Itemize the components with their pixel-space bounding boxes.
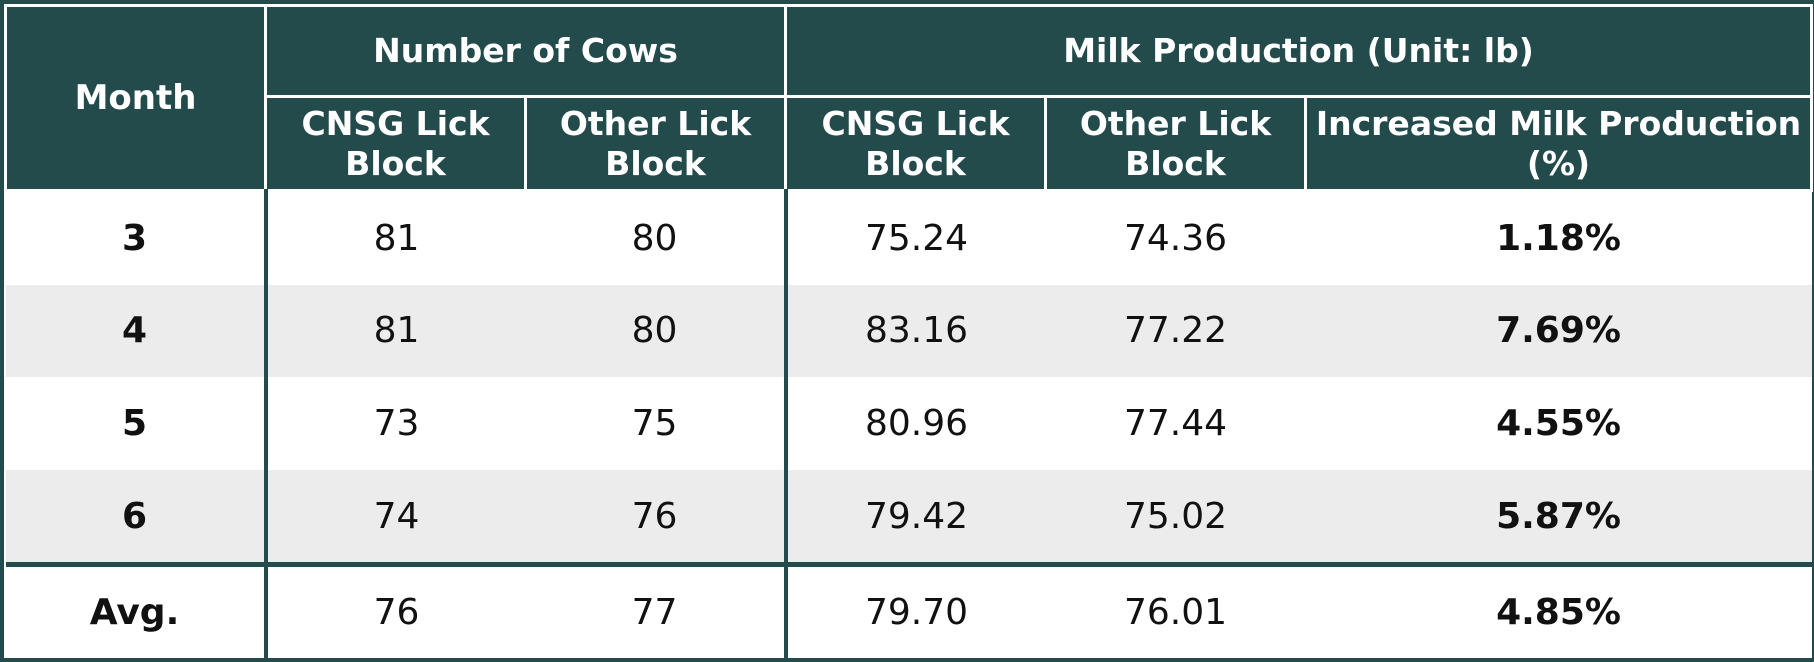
month-cell: 3 xyxy=(5,190,266,285)
table-row: 4 81 80 83.16 77.22 7.69% xyxy=(5,284,1812,378)
header-month: Month xyxy=(4,4,267,192)
other-milk-cell: 75.02 xyxy=(1045,469,1306,565)
table-row: 6 74 76 79.42 75.02 5.87% xyxy=(5,469,1812,565)
increase-cell: 1.18% xyxy=(1305,190,1812,285)
cnsg-milk-cell: 83.16 xyxy=(783,284,1046,378)
header-other-cows: Other Lick Block xyxy=(524,95,787,192)
cnsg-cows-cell: 73 xyxy=(263,377,526,470)
table-row: 3 81 80 75.24 74.36 1.18% xyxy=(5,190,1812,285)
table-body: 3 81 80 75.24 74.36 1.18% 4 81 80 83.16 … xyxy=(5,190,1812,658)
header-cnsg-cows: CNSG Lick Block xyxy=(264,95,527,192)
avg-other-cows-cell: 77 xyxy=(525,562,786,658)
header-group-number-of-cows: Number of Cows xyxy=(264,4,787,98)
header-row-groups: Month Number of Cows Milk Production (Un… xyxy=(4,4,1814,192)
increase-cell: 7.69% xyxy=(1305,284,1812,378)
other-cows-cell: 80 xyxy=(525,284,786,378)
increase-cell: 5.87% xyxy=(1305,469,1812,565)
other-milk-cell: 74.36 xyxy=(1045,190,1306,285)
month-cell: 5 xyxy=(5,377,266,470)
header-increased-milk: Increased Milk Production (%) xyxy=(1303,95,1814,192)
other-milk-cell: 77.22 xyxy=(1045,284,1306,378)
cnsg-cows-cell: 81 xyxy=(263,284,526,378)
milk-production-table: Month Number of Cows Milk Production (Un… xyxy=(4,4,1814,658)
header-row-columns: CNSG Lick Block Other Lick Block CNSG Li… xyxy=(6,95,1814,192)
other-milk-cell: 77.44 xyxy=(1045,377,1306,470)
table-header: Month Number of Cows Milk Production (Un… xyxy=(4,4,1814,192)
avg-other-milk-cell: 76.01 xyxy=(1045,562,1306,658)
header-other-milk: Other Lick Block xyxy=(1044,95,1307,192)
average-row: Avg. 76 77 79.70 76.01 4.85% xyxy=(5,562,1812,658)
month-cell: 6 xyxy=(5,469,266,565)
increase-cell: 4.55% xyxy=(1305,377,1812,470)
cnsg-milk-cell: 75.24 xyxy=(783,190,1046,285)
other-cows-cell: 80 xyxy=(525,190,786,285)
cnsg-milk-cell: 80.96 xyxy=(783,377,1046,470)
cnsg-cows-cell: 81 xyxy=(263,190,526,285)
month-cell: 4 xyxy=(5,284,266,378)
header-cnsg-milk: CNSG Lick Block xyxy=(784,95,1047,192)
cnsg-milk-cell: 79.42 xyxy=(783,469,1046,565)
header-group-milk-production: Milk Production (Unit: lb) xyxy=(783,4,1814,98)
avg-increase-cell: 4.85% xyxy=(1305,562,1812,658)
other-cows-cell: 76 xyxy=(525,469,786,565)
avg-cnsg-cows-cell: 76 xyxy=(263,562,526,658)
average-label: Avg. xyxy=(5,562,266,658)
cnsg-cows-cell: 74 xyxy=(263,469,526,565)
table-row: 5 73 75 80.96 77.44 4.55% xyxy=(5,377,1812,470)
avg-cnsg-milk-cell: 79.70 xyxy=(783,562,1046,658)
other-cows-cell: 75 xyxy=(525,377,786,470)
